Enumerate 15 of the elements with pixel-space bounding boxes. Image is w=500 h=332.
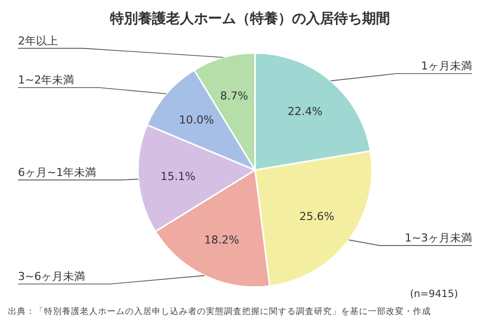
slice-label: 2年以上 [18,34,58,48]
text: (n=9415) [410,289,458,300]
slice-label: 3~6ヶ月未満 [18,270,86,283]
slice-label: 1~2年未満 [18,74,74,87]
data-label: 15.1% [160,170,196,184]
chart-title: 特別養護老人ホーム（特養）の入居待ち期間 [109,10,390,27]
slice-label: 6ヶ月~1年未満 [18,166,96,179]
slice-label: 1ヶ月未満 [421,60,472,73]
slice-label: 1~3ヶ月未満 [404,232,472,245]
data-label: 18.2% [204,234,240,247]
data-label: 22.4% [287,105,322,118]
data-label: 10.0% [178,114,214,127]
data-label: 25.6% [299,210,334,224]
source-note: 出典：「特別養護老人ホームの入居申し込み者の実態調査把握に関する調査研究」を基に一部改変・作成 [8,306,431,317]
data-label: 8.7% [220,90,248,103]
